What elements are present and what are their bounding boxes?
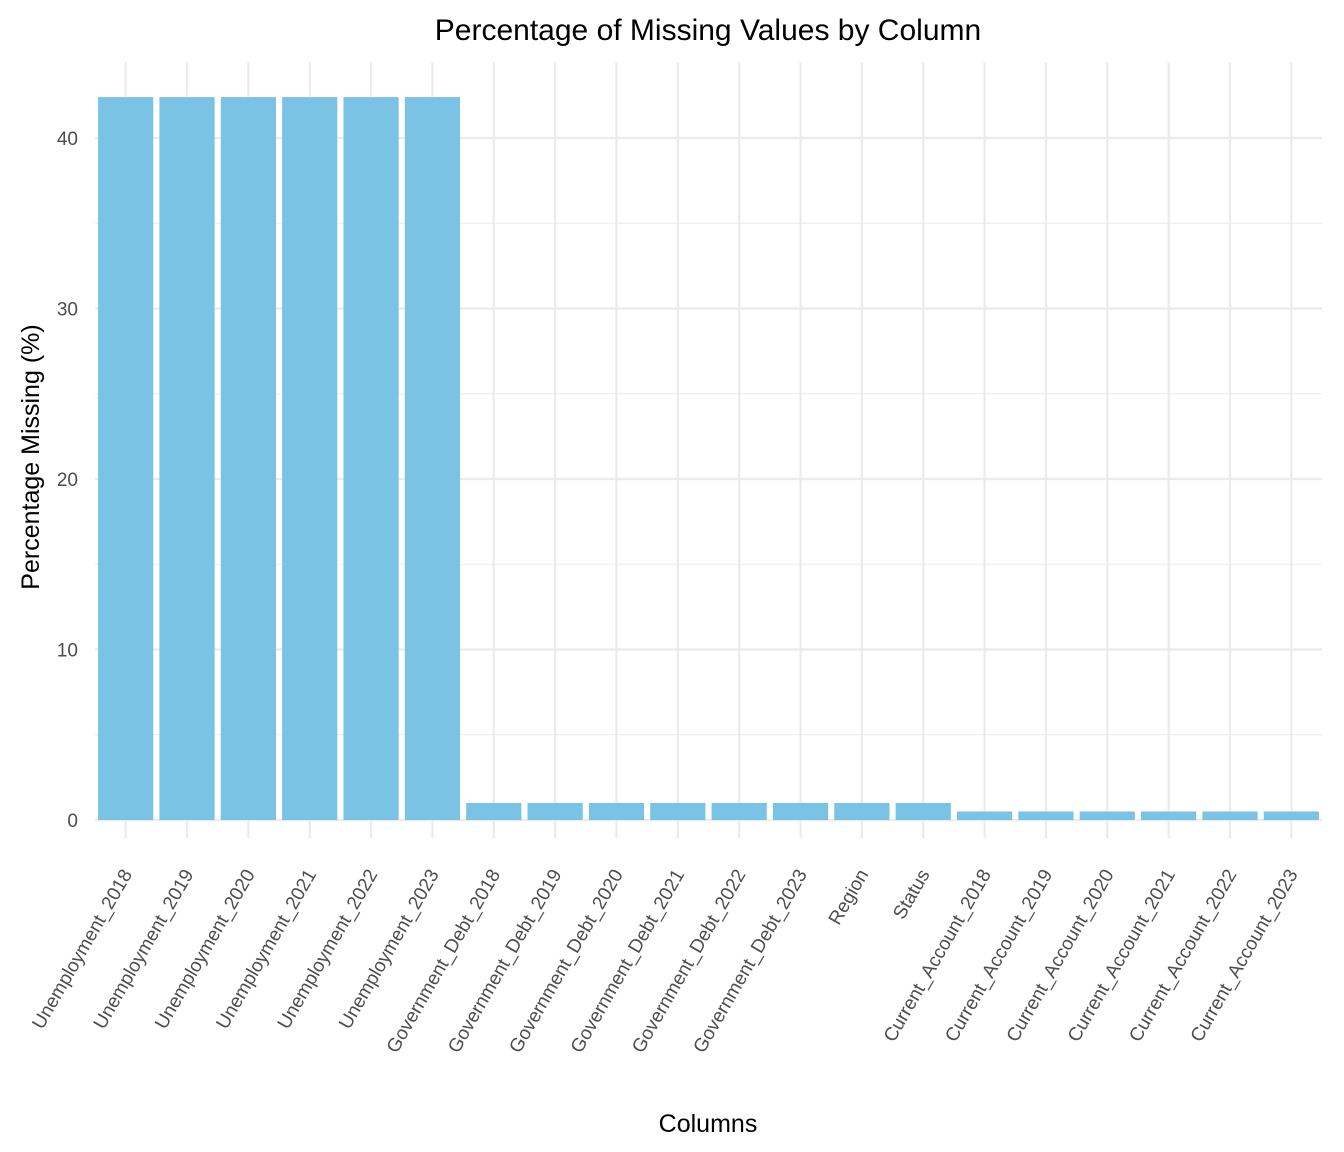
bar: [772, 802, 829, 820]
bar: [1141, 811, 1197, 820]
bar: [282, 97, 338, 820]
x-tick-label: Government_Debt_2020: [506, 866, 628, 1057]
bar: [404, 97, 461, 820]
gridlines: [95, 62, 1322, 838]
bar: [588, 802, 645, 820]
bar: [834, 802, 890, 820]
chart-title: Percentage of Missing Values by Column: [435, 14, 981, 47]
y-tick-label: 40: [57, 129, 78, 150]
bar: [343, 97, 399, 820]
bar: [1263, 811, 1319, 820]
x-tick-label: Current_Account_2021: [1064, 866, 1180, 1046]
bar: [466, 802, 522, 820]
y-axis-tick-labels: 0 10 20 30 40: [57, 129, 78, 832]
x-tick-label: Current_Account_2019: [941, 866, 1057, 1046]
bar: [956, 811, 1013, 820]
bar: [650, 802, 706, 820]
x-axis-tick-labels: Unemployment_2018Unemployment_2019Unempl…: [29, 866, 1303, 1057]
x-tick-label: Current_Account_2018: [880, 866, 996, 1046]
bars: [98, 97, 1319, 820]
bar: [711, 802, 767, 820]
y-tick-label: 20: [57, 470, 78, 491]
x-tick-label: Status: [889, 866, 934, 923]
x-tick-label: Government_Debt_2018: [383, 866, 505, 1057]
x-tick-label: Current_Account_2022: [1125, 866, 1241, 1046]
bar: [1079, 811, 1135, 820]
y-tick-label: 10: [57, 641, 78, 662]
y-axis-title: Percentage Missing (%): [17, 324, 45, 589]
x-tick-label: Current_Account_2023: [1187, 866, 1303, 1046]
x-tick-label: Government_Debt_2023: [690, 866, 812, 1057]
x-tick-label: Government_Debt_2021: [567, 866, 689, 1057]
x-axis-title: Columns: [659, 1110, 758, 1138]
bar: [159, 97, 215, 820]
bar: [527, 802, 583, 820]
bar: [98, 97, 154, 820]
bar: [1202, 811, 1258, 820]
bar: [1018, 811, 1074, 820]
y-tick-label: 0: [67, 811, 78, 832]
bar: [895, 802, 951, 820]
x-tick-label: Current_Account_2020: [1003, 866, 1119, 1046]
bar: [220, 97, 276, 820]
x-tick-label: Government_Debt_2019: [444, 866, 566, 1057]
x-tick-label: Region: [825, 866, 873, 929]
y-tick-label: 30: [57, 300, 78, 321]
x-tick-label: Government_Debt_2022: [628, 866, 750, 1057]
